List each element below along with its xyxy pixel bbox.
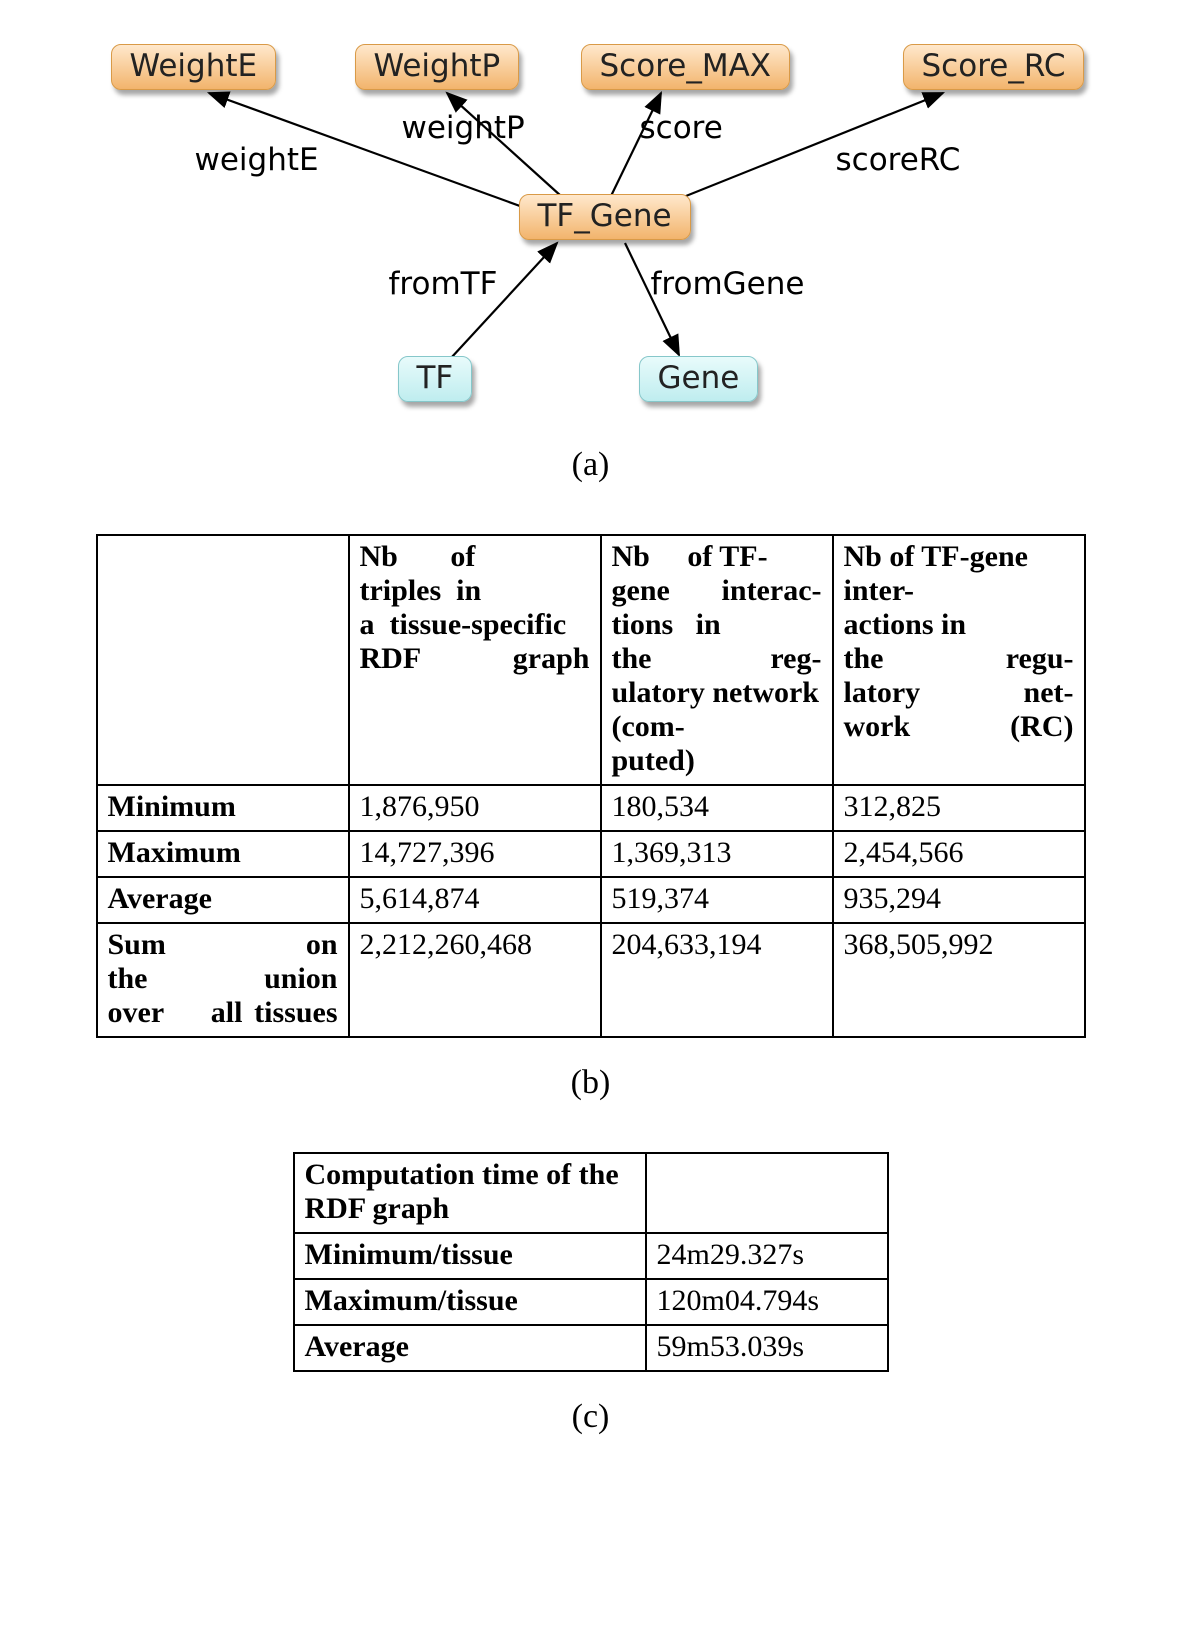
tableC-row0-value: 24m29.327s [646,1233,888,1279]
tableB-row2-col1: 5,614,874 [349,877,601,923]
node-scoreMax: Score_MAX [581,44,791,90]
tableC-row2-value: 59m53.039s [646,1325,888,1371]
edge-label-weightE: weightE [195,142,319,178]
tableB-row0-col2: 180,534 [601,785,833,831]
tableC-row1-label: Maximum/tissue [294,1279,646,1325]
node-gene: Gene [639,356,759,402]
tableB-row1-label: Maximum [97,831,349,877]
caption-b: (b) [40,1064,1141,1102]
tableB-row1-col2: 1,369,313 [601,831,833,877]
tableB-row3-col1: 2,212,260,468 [349,923,601,1037]
edge-label-scoreRC: scoreRC [836,142,961,178]
stats-table-b: Nb of triples in a tissue-specific RDF g… [96,534,1086,1038]
tableB-col2-header: Nb of TF-gene interac-tions in the reg-u… [601,535,833,785]
tableB-row2-col2: 519,374 [601,877,833,923]
node-weightP: WeightP [355,44,520,90]
timing-table-c: Computation time of the RDF graphMinimum… [293,1152,889,1372]
edge-label-score: score [640,110,723,146]
tableB-row1-col1: 14,727,396 [349,831,601,877]
tableB-row0-col1: 1,876,950 [349,785,601,831]
rdf-graph-diagram: weightE weightP score scoreRC fromTF fromGene… [91,30,1091,420]
tableB-row2-label: Average [97,877,349,923]
tableB-row3-label: Sum on the union over all tissues [97,923,349,1037]
caption-c: (c) [40,1398,1141,1436]
caption-a: (a) [40,446,1141,484]
tableB-row1-col3: 2,454,566 [833,831,1085,877]
node-weightE: WeightE [111,44,277,90]
node-scoreRC: Score_RC [903,44,1085,90]
tableB-row0-col3: 312,825 [833,785,1085,831]
tableB-row3-col2: 204,633,194 [601,923,833,1037]
node-tf: TF [398,356,473,402]
tableB-row2-col3: 935,294 [833,877,1085,923]
edge-label-fromGene: fromGene [651,266,805,302]
tableC-row2-label: Average [294,1325,646,1371]
edge-label-weightP: weightP [402,110,525,146]
tableB-row0-label: Minimum [97,785,349,831]
tableC-header-blank [646,1153,888,1233]
tableC-row1-value: 120m04.794s [646,1279,888,1325]
node-tfGene: TF_Gene [519,194,691,240]
tableC-row0-label: Minimum/tissue [294,1233,646,1279]
edge-label-fromTF: fromTF [389,266,498,302]
tableB-col3-header: Nb of TF-gene inter-actions in the regu-… [833,535,1085,785]
tableC-header: Computation time of the RDF graph [294,1153,646,1233]
tableB-row3-col3: 368,505,992 [833,923,1085,1037]
tableB-col1-header: Nb of triples in a tissue-specific RDF g… [349,535,601,785]
tableB-col0-header [97,535,349,785]
